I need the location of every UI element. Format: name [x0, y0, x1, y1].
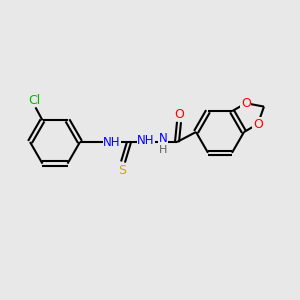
- Text: NH: NH: [103, 136, 121, 148]
- Text: S: S: [118, 164, 126, 176]
- Text: O: O: [241, 97, 251, 110]
- Text: NH: NH: [137, 134, 155, 148]
- Text: N: N: [159, 133, 167, 146]
- Text: Cl: Cl: [28, 94, 40, 107]
- Text: O: O: [253, 118, 263, 130]
- Text: H: H: [159, 145, 167, 155]
- Text: O: O: [174, 107, 184, 121]
